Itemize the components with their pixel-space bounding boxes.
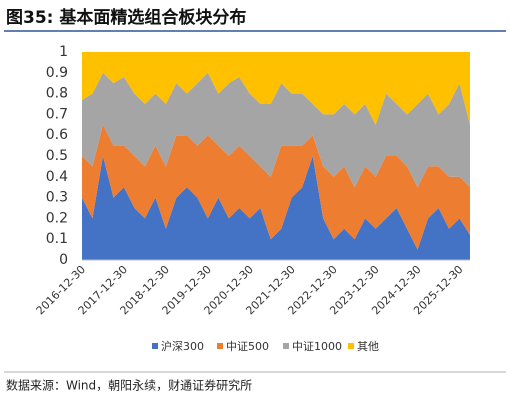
- legend-label: 其他: [357, 340, 379, 353]
- y-tick-label: 0.7: [46, 106, 68, 122]
- y-tick-label: 0.5: [46, 148, 68, 164]
- y-tick-label: 0.1: [46, 231, 68, 247]
- area: [82, 156, 470, 260]
- y-tick-label: 0.6: [46, 127, 68, 143]
- legend-swatch: [217, 343, 223, 349]
- legend-label: 中证500: [226, 340, 269, 353]
- legend-label: 中证1000: [292, 340, 342, 353]
- y-tick-label: 0.3: [46, 190, 68, 206]
- y-tick-label: 0.8: [46, 86, 68, 102]
- chart-title: 图35: 基本面精选组合板块分布: [6, 7, 246, 28]
- y-tick-label: 0.4: [46, 169, 68, 185]
- y-tick-label: 0.2: [46, 210, 68, 226]
- y-tick-label: 1: [59, 44, 68, 60]
- source: 数据来源：Wind，朝阳永续，财通证券研究所: [6, 378, 252, 393]
- y-tick-label: 0: [59, 252, 68, 268]
- legend-swatch: [348, 343, 354, 349]
- area: [82, 72, 470, 188]
- legend-swatch: [152, 343, 158, 349]
- y-tick-label: 0.9: [46, 65, 68, 81]
- legend-swatch: [283, 343, 289, 349]
- legend-label: 沪深300: [161, 339, 204, 353]
- area: [82, 52, 470, 125]
- area: [82, 124, 470, 250]
